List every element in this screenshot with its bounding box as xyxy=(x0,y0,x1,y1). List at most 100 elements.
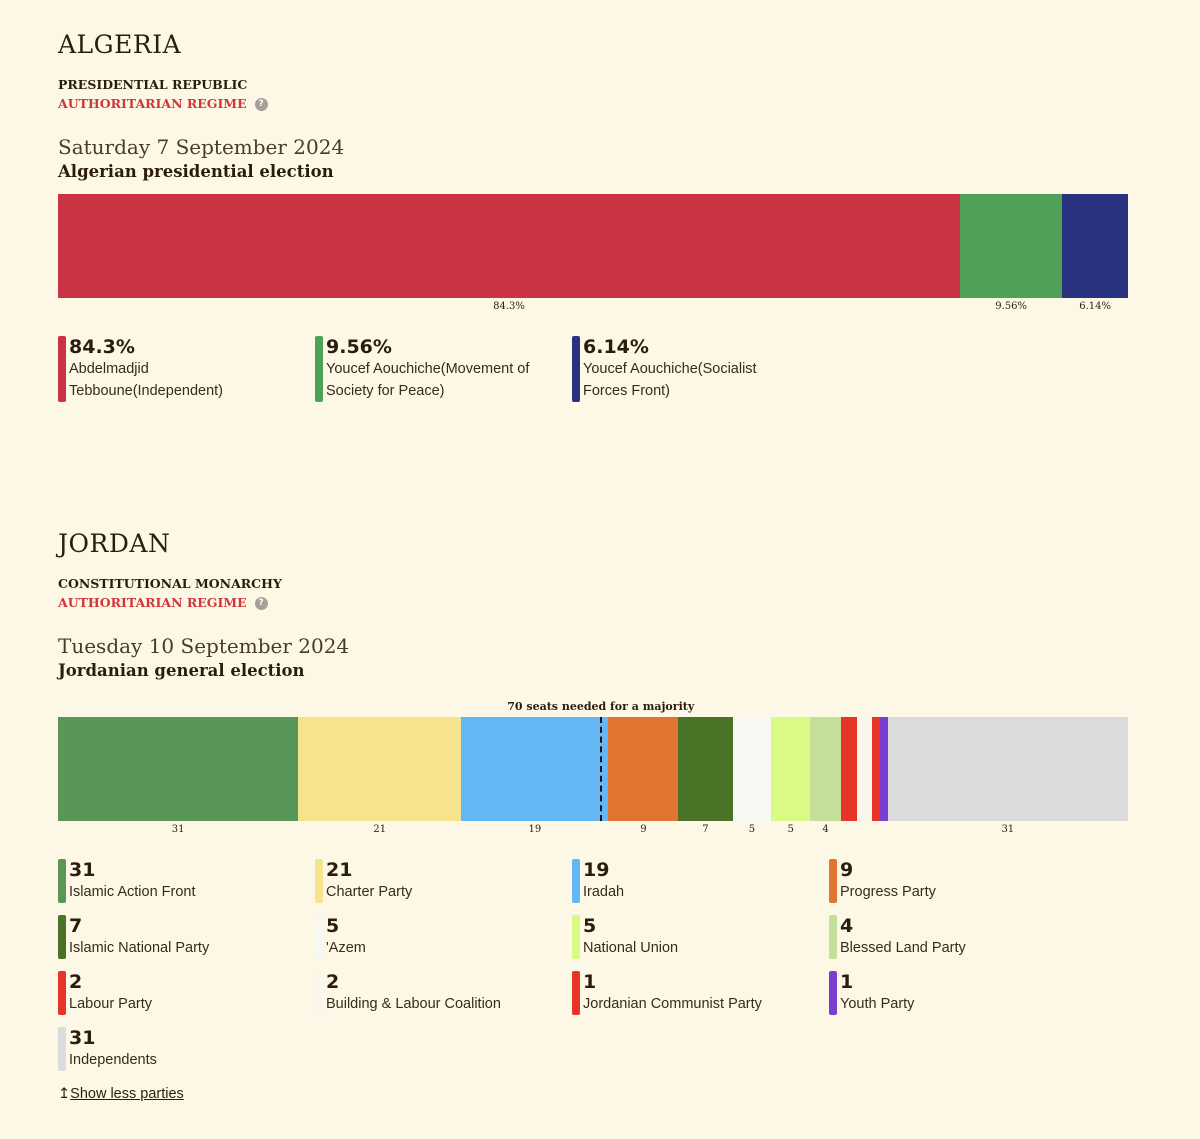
legend-text: 31 Islamic Action Front xyxy=(69,859,196,903)
legend-swatch xyxy=(829,971,837,1015)
legend-swatch xyxy=(58,859,66,903)
bar-segment-label: 4 xyxy=(822,824,829,835)
bar-segment[interactable] xyxy=(841,717,857,821)
legend-item: 7 Islamic National Party xyxy=(58,915,315,959)
legend-swatch xyxy=(829,859,837,903)
legend-value: 2 xyxy=(326,971,340,993)
legend-value: 9 xyxy=(840,859,854,881)
legend-text: 5 'Azem xyxy=(326,915,366,959)
legend-swatch xyxy=(315,915,323,959)
bar-segment[interactable] xyxy=(608,717,679,821)
legend-swatch xyxy=(315,971,323,1015)
legend-text: 2 Labour Party xyxy=(69,971,152,1015)
legend-name: Islamic Action Front xyxy=(69,884,196,900)
bar-segment[interactable] xyxy=(960,194,1063,298)
legend-item: 4 Blessed Land Party xyxy=(829,915,1086,959)
bar-segment[interactable] xyxy=(678,717,733,821)
election-date: Saturday 7 September 2024 xyxy=(58,135,345,159)
legend-value: 7 xyxy=(69,915,83,937)
government-type: PRESIDENTIAL REPUBLIC xyxy=(58,77,248,92)
legend-item: 9 Progress Party xyxy=(829,859,1086,903)
regime-label: AUTHORITARIAN REGIME xyxy=(58,595,247,610)
bar-segment-label: 6.14% xyxy=(1079,301,1112,312)
legend-swatch xyxy=(58,336,66,402)
legend-text: 4 Blessed Land Party xyxy=(840,915,966,959)
show-less-link[interactable]: Show less parties xyxy=(70,1086,184,1102)
legend-text: 7 Islamic National Party xyxy=(69,915,209,959)
bar-segment-label: 21 xyxy=(373,824,387,835)
legend-name: Youth Party xyxy=(840,996,915,1012)
election-name: Jordanian general election xyxy=(58,661,305,680)
legend-name: Progress Party xyxy=(840,884,936,900)
legend-name: Blessed Land Party xyxy=(840,940,966,956)
legend-text: 31 Independents xyxy=(69,1027,157,1071)
country-name: ALGERIA xyxy=(58,30,182,59)
legend-text: 1 Youth Party xyxy=(840,971,914,1015)
regime-label: AUTHORITARIAN REGIME xyxy=(58,96,247,111)
country-jordan: JORDAN CONSTITUTIONAL MONARCHY AUTHORITA… xyxy=(58,529,1128,1083)
bar-segment[interactable] xyxy=(771,717,811,821)
bar-segment-label: 31 xyxy=(171,824,185,835)
election-date: Tuesday 10 September 2024 xyxy=(58,634,350,658)
legend-name: Jordanian Communist Party xyxy=(583,996,762,1012)
bar-segment[interactable] xyxy=(872,717,880,821)
bar-segment[interactable] xyxy=(461,717,609,821)
show-less-parties[interactable]: ↥Show less parties xyxy=(58,1086,184,1102)
bar-segment[interactable] xyxy=(856,717,873,821)
bar-segment-label: 7 xyxy=(702,824,709,835)
bar-segment[interactable] xyxy=(58,194,960,298)
bar-segment[interactable] xyxy=(810,717,842,821)
legend-text: 9.56% Youcef Aouchiche(Movement of Societ… xyxy=(326,336,536,402)
bar-segment-label: 31 xyxy=(1001,824,1015,835)
bar-segment[interactable] xyxy=(1062,194,1128,298)
results-bar-labels: 84.3% 9.56% 6.14% xyxy=(58,298,1128,316)
bar-segment[interactable] xyxy=(879,717,888,821)
legend-value: 84.3% xyxy=(69,336,135,358)
legend-value: 5 xyxy=(326,915,340,937)
legend-value: 5 xyxy=(583,915,597,937)
country-name: JORDAN xyxy=(58,529,171,558)
legend-name: Labour Party xyxy=(69,996,153,1012)
legend-value: 31 xyxy=(69,1027,96,1049)
legend-name: 'Azem xyxy=(326,940,366,956)
legend-item: 1 Youth Party xyxy=(829,971,1086,1015)
help-icon[interactable]: ? xyxy=(254,97,268,111)
majority-label: 70 seats needed for a majority xyxy=(507,700,695,713)
results-legend: 84.3% Abdelmadjid Tebboune(Independent) 9.… xyxy=(58,336,1128,414)
arrow-up-icon: ↥ xyxy=(58,1086,71,1102)
legend-item: 31 Islamic Action Front xyxy=(58,859,315,903)
legend-value: 2 xyxy=(69,971,83,993)
legend-item: 1 Jordanian Communist Party xyxy=(572,971,829,1015)
regime-type: AUTHORITARIAN REGIME ? xyxy=(58,593,1128,613)
legend-name: National Union xyxy=(583,940,679,956)
legend-item: 6.14% Youcef Aouchiche(Socialist Forces F… xyxy=(572,336,829,402)
legend-swatch xyxy=(58,971,66,1015)
legend-text: 2 Building & Labour Coalition xyxy=(326,971,501,1015)
bar-segment[interactable] xyxy=(58,717,299,821)
legend-text: 84.3% Abdelmadjid Tebboune(Independent) xyxy=(69,336,279,402)
legend-item: 21 Charter Party xyxy=(315,859,572,903)
legend-item: 2 Building & Labour Coalition xyxy=(315,971,572,1015)
bar-segment[interactable] xyxy=(298,717,462,821)
legend-value: 9.56% xyxy=(326,336,392,358)
results-bar xyxy=(58,194,1128,298)
bar-segment[interactable] xyxy=(732,717,772,821)
legend-name: Charter Party xyxy=(326,884,413,900)
legend-value: 21 xyxy=(326,859,353,881)
country-algeria: ALGERIA PRESIDENTIAL REPUBLIC AUTHORITAR… xyxy=(58,30,1128,414)
legend-name: Youcef Aouchiche(Movement of Society for… xyxy=(326,361,530,399)
legend-item: 19 Iradah xyxy=(572,859,829,903)
help-icon[interactable]: ? xyxy=(254,596,268,610)
bar-segment-label: 9.56% xyxy=(995,301,1028,312)
legend-name: Islamic National Party xyxy=(69,940,210,956)
bar-segment-label: 9 xyxy=(640,824,647,835)
bar-segment[interactable] xyxy=(887,717,1128,821)
legend-swatch xyxy=(58,915,66,959)
legend-text: 21 Charter Party xyxy=(326,859,412,903)
legend-value: 19 xyxy=(583,859,610,881)
legend-item: 2 Labour Party xyxy=(58,971,315,1015)
bar-segment-label: 5 xyxy=(787,824,794,835)
legend-value: 6.14% xyxy=(583,336,649,358)
legend-name: Independents xyxy=(69,1052,157,1068)
legend-value: 4 xyxy=(840,915,854,937)
